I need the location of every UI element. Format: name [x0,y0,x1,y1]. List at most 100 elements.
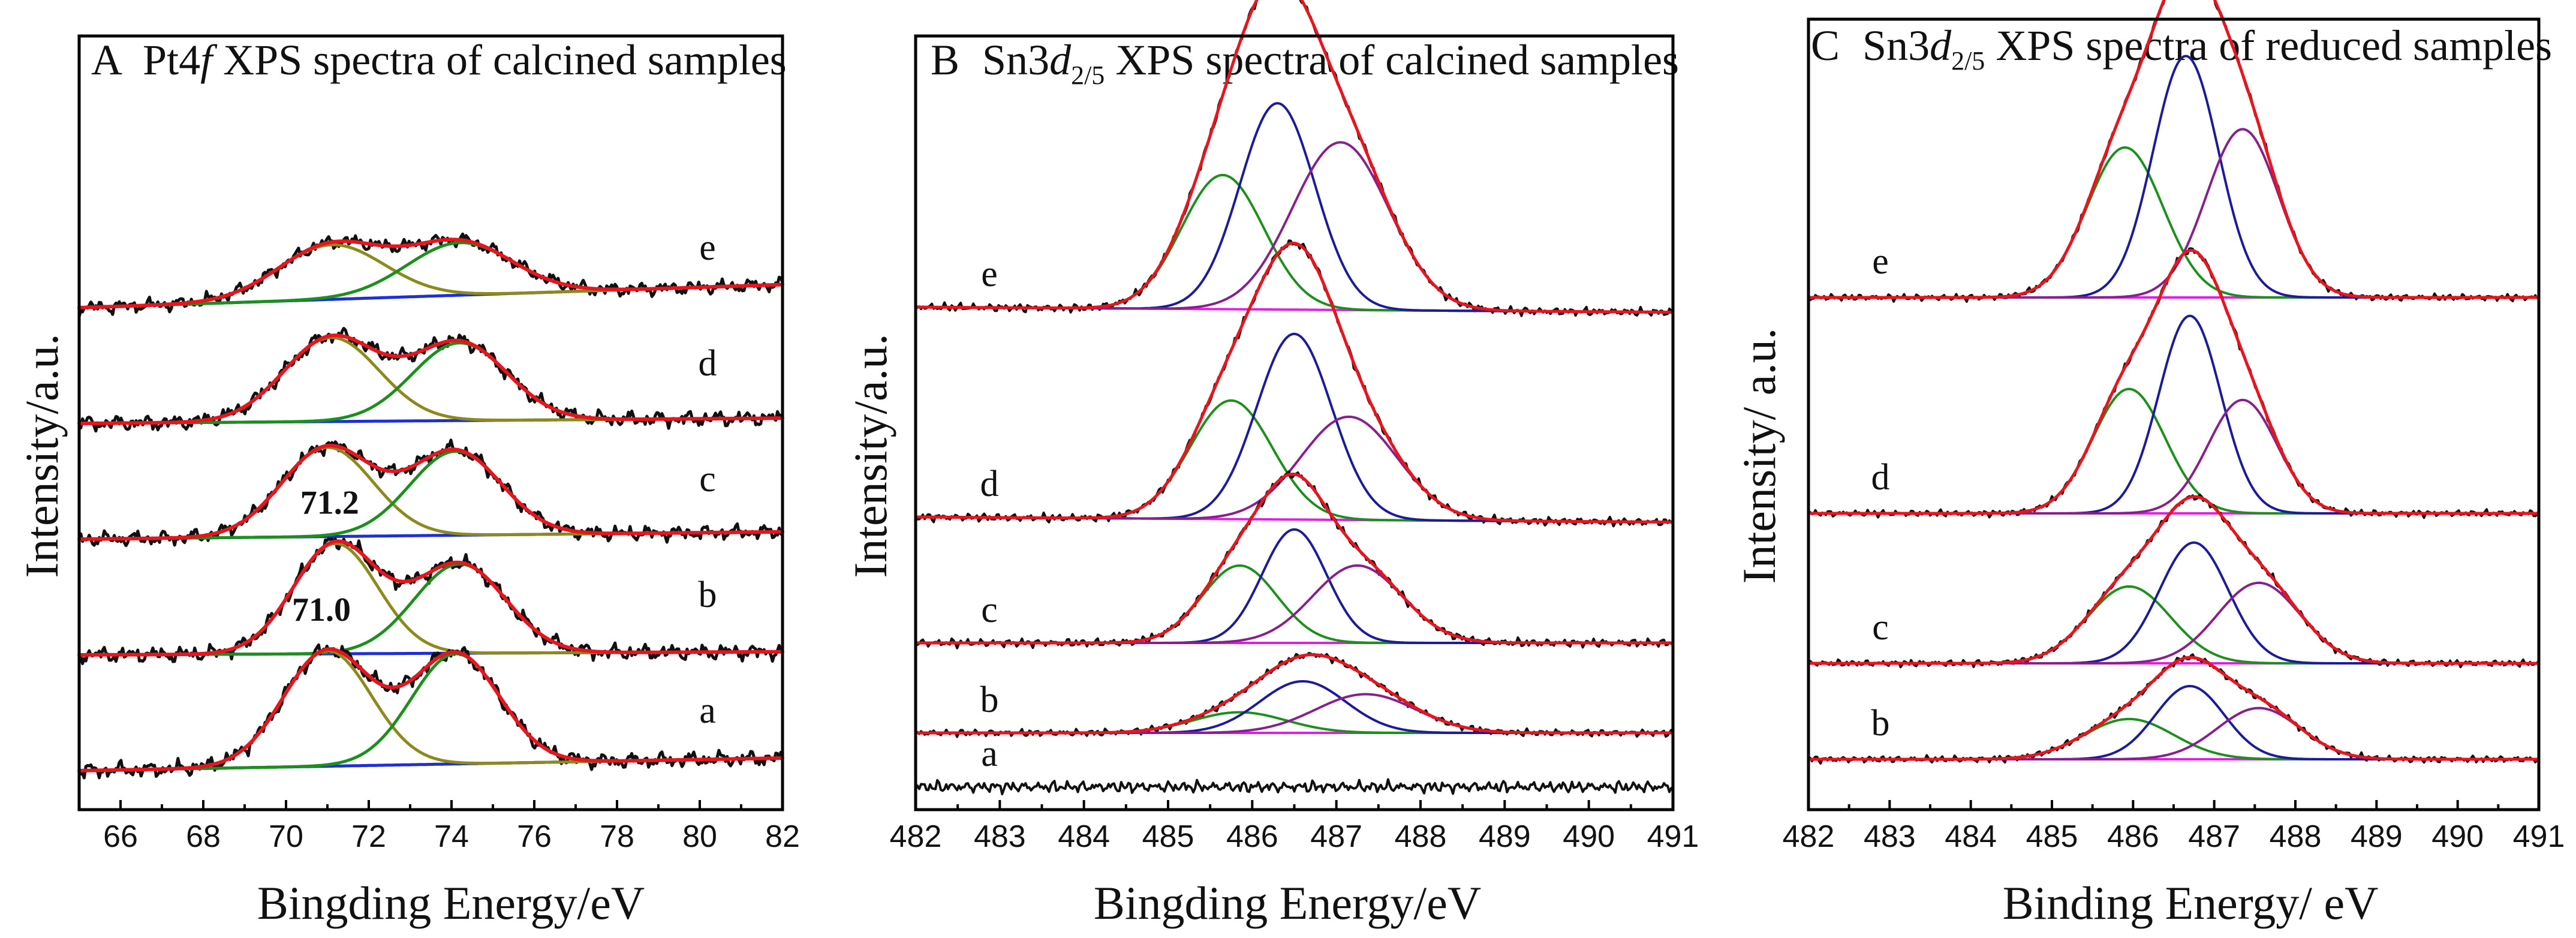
panel-c-ylabel: Intensity/ a.u. [1733,328,1785,584]
curve-label-a: a [981,733,998,774]
raw-spectrum-b [914,652,1674,738]
panel-c-xlabel: Binding Energy/ eV [2003,877,2379,929]
panel-a-letter: A [91,36,122,84]
curve-label-b: b [699,575,717,615]
x-tick-label: 68 [186,819,221,854]
x-tick-label: 482 [1783,819,1835,854]
panel-b-sn3d-calcined: Intensity/a.u. Bingding Energy/eV B Sn3d… [844,0,1699,929]
x-tick-label: 485 [1142,819,1194,854]
panel-b-title-orbital: d [1049,36,1072,84]
x-tick-label: 484 [1058,819,1110,854]
component-b-486.7 [1807,685,2540,760]
panel-a-curve-labels: e d c b a [699,227,717,731]
x-tick-label: 489 [1479,819,1531,854]
fit-envelope-b [77,539,784,657]
fit-envelope-c [1807,495,2541,665]
component-d-486.5 [914,332,1674,524]
x-tick-label: 486 [1226,819,1278,854]
x-tick-label: 76 [517,819,552,854]
x-tick-label: 70 [269,819,303,854]
x-tick-label: 489 [2351,819,2403,854]
panel-b-title: B Sn3d2/5 XPS spectra of calcined sample… [931,36,1679,90]
x-tick-label: 483 [1864,819,1916,854]
component-e-74.2 [77,241,784,309]
curve-label-a: a [699,690,716,731]
component-c-485.85 [914,564,1674,644]
component-b-486.6 [914,680,1674,734]
panel-c-sn3d-reduced: Intensity/ a.u. Binding Energy/ eV C Sn3… [1733,0,2565,929]
fit-envelope-e [914,0,1675,314]
x-tick-label: 72 [351,819,386,854]
component-e-71.1 [77,243,784,309]
x-tick-label: 488 [1395,819,1447,854]
curve-label-e: e [981,254,998,294]
panel-c-x-ticks: 482 483 484 485 486 487 488 489 490 491 [1783,800,2565,854]
curve-label-e: e [1872,241,1889,282]
component-d-487.15 [914,415,1674,524]
component-d-71.1 [77,336,784,425]
fit-envelope-a [77,647,784,772]
component-e-485.9 [1807,146,2540,299]
panel-c-title: C Sn3d2/5 XPS spectra of reduced samples [1811,22,2552,76]
curve-label-c: c [1872,607,1889,648]
x-tick-label: 485 [2026,819,2078,854]
curve-label-e: e [699,227,716,268]
panel-b-title-main: Sn3 [982,36,1049,84]
panel-a-xlabel: Bingding Energy/eV [257,877,645,929]
panel-c-letter: C [1811,22,1840,70]
x-tick-label: 78 [600,819,634,854]
x-tick-label: 487 [1310,819,1362,854]
panel-b-title-sub: 2/5 [1071,61,1105,90]
fit-envelope-c [914,473,1675,645]
panel-c-curve-labels: e d c b [1871,241,1890,744]
x-tick-label: 66 [103,819,138,854]
component-b-71.2 [77,542,784,657]
fit-envelope-d [1807,248,2541,515]
panel-c-title-orbital: d [1930,22,1952,70]
fit-envelope-d [914,241,1675,524]
component-c-487.25 [914,564,1674,644]
x-tick-label: 491 [2513,819,2565,854]
x-tick-label: 80 [682,819,717,854]
panel-a-traces [77,232,784,780]
panel-b-x-ticks: 482 483 484 485 486 487 488 489 490 491 [890,800,1699,854]
panel-a-ylabel: Intensity/a.u. [16,333,68,578]
x-tick-label: 482 [890,819,942,854]
raw-spectrum-b [1807,653,2540,765]
x-tick-label: 487 [2188,819,2240,854]
curve-label-c: c [699,459,716,500]
panel-b-traces [914,0,1675,795]
component-d-485.95 [1807,387,2540,515]
curve-label-d: d [1871,457,1890,498]
panel-c-title-sub: 2/5 [1951,46,1985,76]
component-d-485.75 [914,399,1674,524]
fit-envelope-e [1807,0,2541,299]
panel-a-pt4f: Intensity/a.u. Bingding Energy/eV A Pt4f… [16,34,800,929]
component-c-74.1 [77,449,784,541]
component-e-486.65 [1807,55,2540,299]
fit-envelope-c [77,443,784,541]
component-c-487.55 [1807,581,2540,665]
component-d-486.7 [1807,314,2540,515]
x-tick-label: 82 [765,819,800,854]
fit-envelope-d [77,333,784,425]
panel-a-title-main: Pt4 [143,36,200,84]
curve-label-c: c [981,590,998,630]
fit-envelope-b [914,653,1675,735]
panel-c-frame [1807,17,2541,811]
curve-label-d: d [980,464,999,504]
panel-a-x-ticks: 66 68 70 72 74 76 78 80 82 [103,800,800,854]
raw-spectrum-c [914,470,1674,650]
component-e-487.35 [1807,128,2540,299]
x-tick-label: 488 [2270,819,2322,854]
component-e-487.05 [914,141,1674,314]
panel-b-frame [914,34,1675,811]
raw-spectrum-d [1807,247,2540,519]
panel-b-title-rest: XPS spectra of calcined samples [1105,36,1679,84]
curve-label-b: b [980,680,999,720]
curve-label-b: b [1871,703,1890,744]
component-c-485.95 [1807,585,2540,665]
panel-a-frame [77,34,784,811]
panel-c-title-rest: XPS spectra of reduced samples [1985,22,2552,70]
